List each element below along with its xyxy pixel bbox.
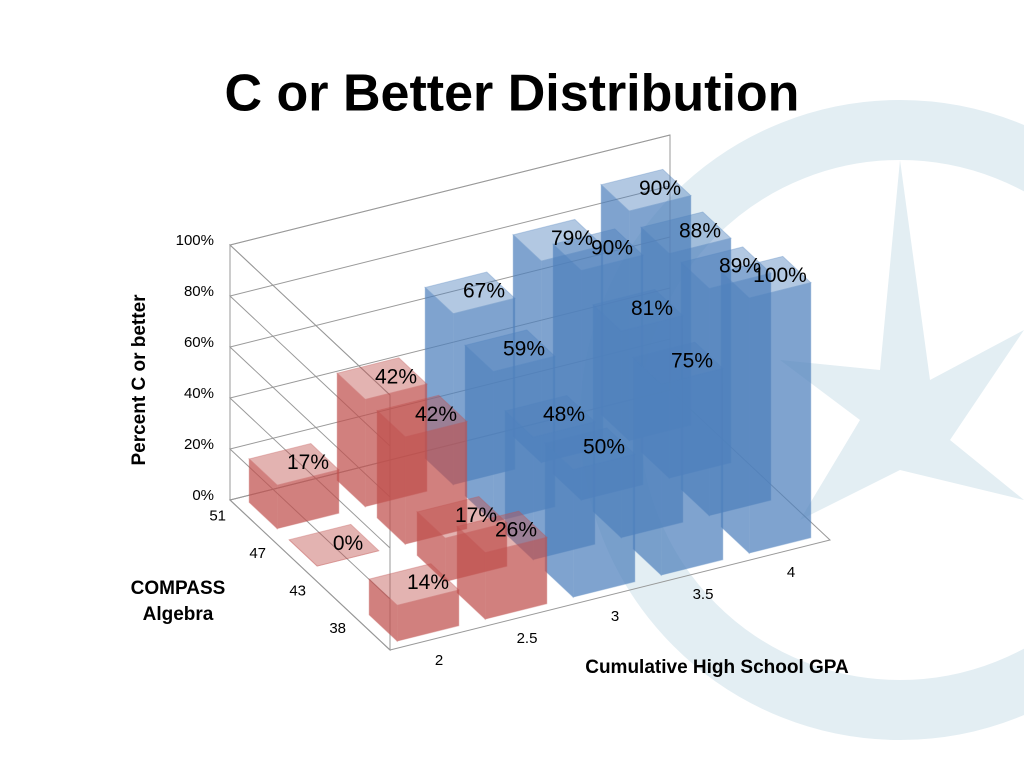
bar-face xyxy=(572,453,636,598)
x-tick-label: 3.5 xyxy=(693,586,714,603)
bar-face xyxy=(456,510,548,554)
y-tick-label: 20% xyxy=(184,436,214,453)
bar xyxy=(632,341,724,577)
bar xyxy=(376,394,468,546)
bar-face xyxy=(720,255,812,299)
value-label: 14% xyxy=(407,571,449,594)
value-label: 90% xyxy=(591,236,633,259)
bar xyxy=(544,427,636,599)
bar-face xyxy=(248,443,340,486)
bar-face xyxy=(592,288,684,332)
y-tick-label: 60% xyxy=(184,334,214,351)
x-tick-label: 2.5 xyxy=(517,630,538,647)
bar-face xyxy=(376,394,468,438)
bar-face xyxy=(368,563,460,606)
grid-line xyxy=(228,185,671,447)
bar-face xyxy=(640,211,732,255)
z-tick-label: 51 xyxy=(209,508,226,525)
z-tick-label: 38 xyxy=(329,620,346,637)
value-label: 50% xyxy=(583,435,625,458)
y-tick-label: 0% xyxy=(192,487,214,504)
bar-face xyxy=(396,589,460,642)
bar xyxy=(288,523,380,567)
value-label: 0% xyxy=(333,532,363,555)
value-label: 26% xyxy=(495,519,537,542)
bar-face xyxy=(317,550,379,567)
value-label: 42% xyxy=(375,365,417,388)
x-tick-label: 2 xyxy=(435,652,443,669)
bar-face xyxy=(600,168,692,212)
value-label: 17% xyxy=(287,451,329,474)
z-tick-label: 43 xyxy=(289,583,306,600)
bar-face xyxy=(464,344,494,524)
x-axis-label: Cumulative High School GPA xyxy=(585,657,849,678)
bar-face xyxy=(632,356,662,577)
bar xyxy=(368,563,460,643)
bar-face xyxy=(660,367,724,576)
x-tick-label: 3 xyxy=(611,608,619,625)
bar-face xyxy=(552,228,644,272)
bar-face xyxy=(276,469,340,530)
bar-face xyxy=(424,271,516,315)
value-label: 17% xyxy=(455,504,497,527)
grid-line xyxy=(228,134,671,396)
bar-face xyxy=(336,357,428,401)
bar xyxy=(456,510,548,621)
chart-title: C or Better Distribution xyxy=(225,65,800,123)
bar-face xyxy=(544,442,574,599)
bar xyxy=(248,443,340,530)
value-label: 42% xyxy=(415,403,457,426)
value-label: 88% xyxy=(679,220,721,243)
value-label: 90% xyxy=(639,177,681,200)
bar-face xyxy=(288,523,380,567)
bar-face xyxy=(504,394,596,438)
bar-face xyxy=(680,246,772,290)
y-tick-label: 40% xyxy=(184,385,214,402)
z-axis-label: COMPASS Algebra xyxy=(130,578,226,625)
bar-face xyxy=(484,536,548,620)
value-label: 48% xyxy=(543,403,585,426)
value-label: 81% xyxy=(631,297,673,320)
x-tick-label: 4 xyxy=(787,564,795,581)
z-tick-label: 47 xyxy=(249,545,266,562)
value-label: 75% xyxy=(671,350,713,373)
bar-face xyxy=(632,341,724,385)
value-label: 59% xyxy=(503,337,545,360)
bar-face xyxy=(720,270,750,555)
y-axis-label: Percent C or better xyxy=(129,294,150,466)
bar-face xyxy=(416,496,508,539)
bar-face xyxy=(464,329,556,373)
bar xyxy=(720,255,812,555)
value-label: 100% xyxy=(753,264,807,287)
bar-face xyxy=(288,539,318,567)
bar-face xyxy=(748,282,812,554)
value-label: 67% xyxy=(463,280,505,303)
value-label: 89% xyxy=(719,254,761,277)
bar-face xyxy=(544,427,636,471)
bar-face xyxy=(512,218,604,262)
bar-face xyxy=(404,420,468,545)
y-tick-label: 80% xyxy=(184,283,214,300)
value-label: 79% xyxy=(551,227,593,250)
y-tick-label: 100% xyxy=(176,232,214,249)
